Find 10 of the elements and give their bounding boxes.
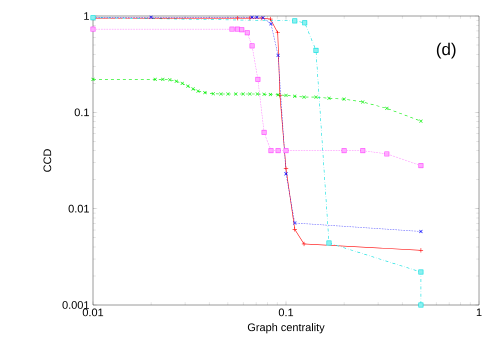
y-tick-label: 0.01 (68, 204, 89, 213)
annotation: (d) (436, 42, 456, 59)
x-tick-label: 1 (476, 308, 482, 316)
x-axis-title: Graph centrality (248, 323, 325, 334)
x-tick-label: 0.01 (82, 308, 104, 316)
y-tick-label: 0.1 (74, 108, 89, 116)
y-tick-label: 1 (84, 12, 89, 20)
y-axis-title: CCD (43, 149, 52, 172)
x-tick-label: 0.1 (278, 308, 294, 316)
y-tick-label: 0.001 (62, 301, 89, 309)
